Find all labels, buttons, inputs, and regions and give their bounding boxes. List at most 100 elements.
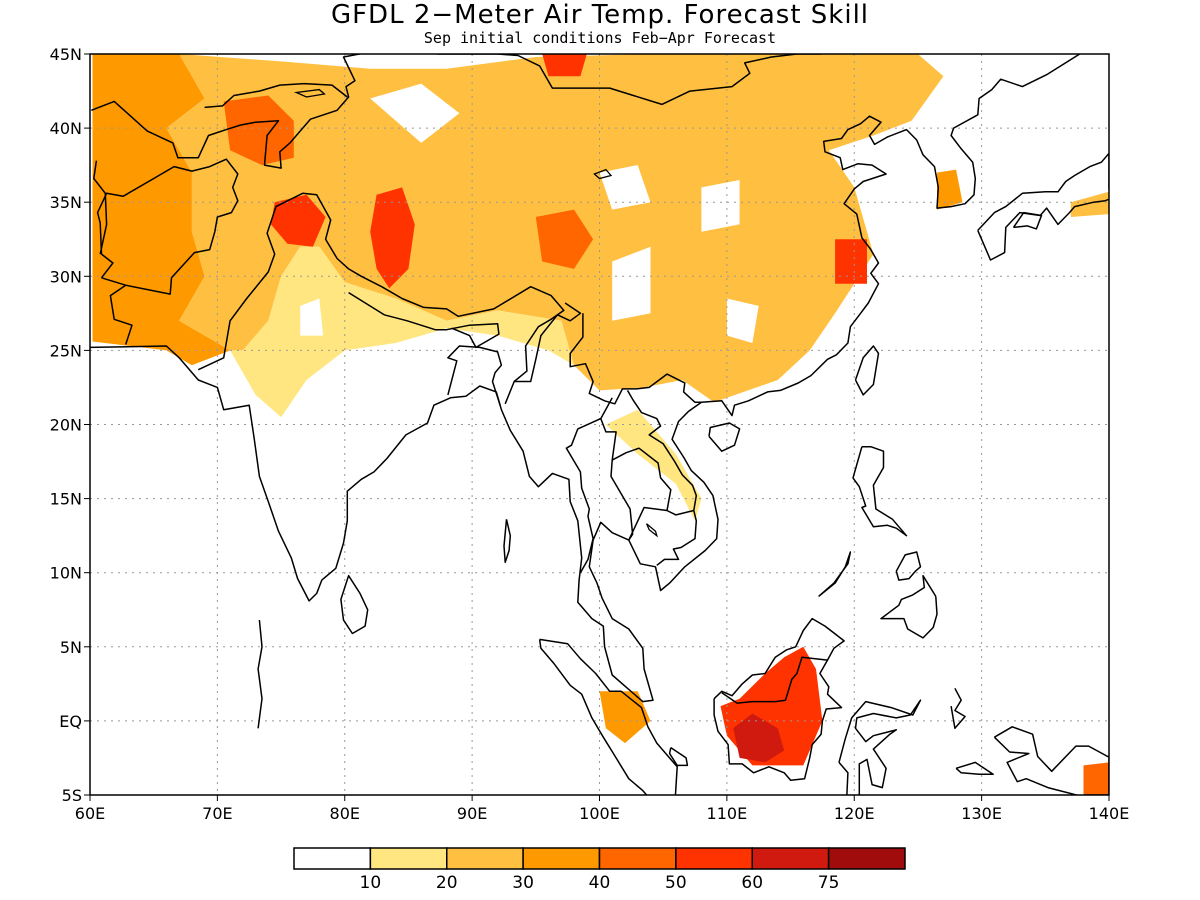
lat-tick-label: 40N	[50, 119, 82, 138]
skill-region-mongolia-hot	[542, 54, 587, 77]
coastline-central-asia-1	[91, 54, 364, 169]
skill-region-yangtze-hot	[835, 239, 867, 284]
coastline-thai-myanmar	[565, 417, 602, 574]
lon-tick-label: 140E	[1089, 804, 1130, 823]
colorbar-swatch	[675, 847, 753, 870]
low-skill-area	[599, 165, 651, 210]
colorbar-swatch	[293, 847, 372, 870]
skill-region-japan-patch	[1070, 191, 1109, 217]
colorbar-swatch	[446, 847, 524, 870]
chart-title: GFDL 2−Meter Air Temp. Forecast Skill	[330, 0, 870, 30]
skill-region-new-guinea-patch	[1083, 762, 1109, 795]
coastline-bangka	[668, 746, 689, 767]
coastline-taiwan	[854, 345, 880, 396]
skill-region-borneo-core	[733, 713, 785, 763]
coastline-lakshadweep-maldives	[257, 620, 263, 729]
lat-tick-label: 45N	[50, 45, 82, 64]
colorbar-label: 60	[741, 873, 763, 893]
coastline-laos-vn-north	[626, 390, 698, 511]
coastline-borneo	[713, 617, 845, 781]
coastline-india-west-border	[197, 192, 565, 405]
coastline-afghan-pak	[96, 158, 239, 295]
lake-tonle-sap	[646, 523, 658, 538]
coastline-pak-india	[109, 284, 133, 345]
skill-region-central-asia-hot	[223, 95, 294, 166]
skill-region-kashmir-hot	[270, 194, 326, 247]
lake-qinghai	[593, 168, 613, 180]
low-skill-area	[612, 246, 651, 321]
lat-tick-label: 30N	[50, 267, 82, 286]
coastline-bangladesh	[447, 345, 503, 406]
lake-balkhash	[271, 26, 333, 44]
coastline-myanmar-thai	[514, 302, 582, 383]
lon-tick-label: 130E	[961, 804, 1002, 823]
coastlines-and-borders	[90, 26, 1109, 795]
low-skill-area	[300, 298, 324, 336]
gridlines	[90, 54, 1109, 795]
colorbar-label: 30	[512, 873, 534, 893]
coastline-luzon	[852, 445, 908, 537]
lon-tick-label: 60E	[75, 804, 105, 823]
lat-tick-label: 25N	[50, 341, 82, 360]
lon-tick-label: 70E	[202, 804, 232, 823]
lat-tick-label: 35N	[50, 193, 82, 212]
skill-region-korea-patch	[937, 169, 963, 210]
coastline-japan-shikoku	[1012, 211, 1043, 230]
coastline-palawan	[818, 551, 852, 597]
coastline-seram	[955, 761, 994, 776]
skill-region-tibet-east-hot	[535, 209, 594, 269]
coastline-malaysia-borneo-border	[721, 656, 828, 704]
lat-tick-label: 10N	[50, 564, 82, 583]
colorbar-swatch	[827, 847, 906, 870]
colorbar-label: 75	[818, 873, 840, 893]
skill-region-sumatra-patch	[599, 691, 651, 744]
low-skill-area	[370, 83, 460, 143]
coastline-china-myanmar-laos	[569, 313, 702, 405]
colorbar-swatch	[522, 847, 601, 870]
coastline-japan-kyushu-honshu	[977, 152, 1109, 261]
skill-region-central-asia-west	[92, 54, 231, 366]
lat-tick-label: 5S	[62, 786, 82, 805]
colorbar-label: 50	[665, 873, 687, 893]
lon-tick-label: 90E	[457, 804, 487, 823]
lat-tick-label: 15N	[50, 490, 82, 509]
skill-fill-layer	[92, 54, 1109, 795]
coastline-sumatra	[538, 638, 678, 795]
colorbar: 10 20 30 40 50 60 75	[293, 847, 906, 893]
coastline-central-asia-2	[204, 82, 348, 109]
colorbar-label: 20	[436, 873, 458, 893]
skill-region-nepal-hot	[370, 187, 415, 289]
skill-region-northern-india-belt	[230, 246, 574, 418]
coastline-laos-vietnam	[600, 397, 698, 566]
coastline-andaman	[503, 519, 512, 564]
coastline-mindanao	[880, 574, 938, 639]
lake-issyk-kul	[293, 88, 326, 98]
colorbar-label: 40	[589, 873, 611, 893]
skill-region-thai-strip	[605, 409, 702, 521]
coastline-sulawesi	[838, 699, 922, 795]
low-skill-area	[701, 180, 740, 232]
lon-tick-label: 110E	[707, 804, 748, 823]
coastline-visayas	[895, 551, 922, 581]
coastline-nepal-bhutan-south	[348, 291, 500, 349]
colorbar-swatch	[369, 847, 448, 870]
lat-tick-label: 5N	[60, 638, 82, 657]
coastline-sri-lanka	[340, 574, 369, 635]
colorbar-swatch	[751, 847, 830, 870]
lon-tick-label: 80E	[330, 804, 360, 823]
colorbar-label: 10	[360, 873, 382, 893]
coastline-hainan	[708, 422, 741, 452]
axis-ticks: 60E 70E 80E 90E 100E 110E 120E 130E 140E 45N 40N 35…	[50, 45, 1130, 823]
lon-tick-label: 120E	[834, 804, 875, 823]
coastline-thai-cambodia	[610, 460, 668, 541]
chart-subtitle: Sep initial conditions Feb−Apr Forecast	[423, 29, 777, 47]
lon-tick-label: 100E	[579, 804, 620, 823]
colorbar-swatch	[598, 847, 677, 870]
coastline-halmahera-seram	[950, 687, 966, 730]
coastline-iran-afg	[93, 160, 108, 255]
lat-tick-label: EQ	[59, 712, 82, 731]
coastline-eurasia-coast	[90, 54, 1081, 703]
coastline-new-guinea	[993, 726, 1109, 795]
lat-tick-label: 20N	[50, 416, 82, 435]
